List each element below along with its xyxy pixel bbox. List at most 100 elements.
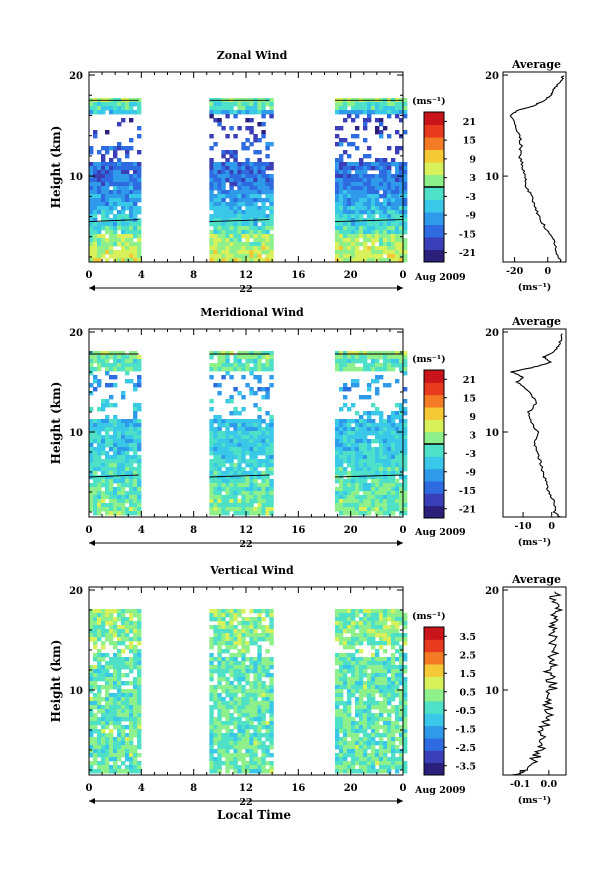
heatmap-cell: [117, 210, 122, 215]
heatmap-cell: [354, 721, 360, 726]
heatmap-cell: [358, 625, 364, 630]
heatmap-cell: [374, 206, 380, 211]
heatmap-cell: [113, 621, 118, 626]
heatmap-cell: [121, 419, 126, 424]
heatmap-cell: [382, 769, 388, 774]
heatmap-cell: [338, 693, 344, 698]
heatmap-cell: [109, 757, 114, 762]
heatmap-cell: [245, 471, 250, 476]
heatmap-cell: [366, 471, 372, 476]
heatmap-cell: [89, 238, 94, 243]
heatmap-cell: [213, 242, 218, 247]
heatmap-cell: [121, 194, 126, 199]
heatmap-cell: [257, 234, 262, 239]
heatmap-cell: [113, 495, 118, 500]
heatmap-cell: [93, 653, 98, 658]
heatmap-cell: [398, 178, 404, 183]
heatmap-cell: [221, 206, 226, 211]
heatmap-cell: [221, 709, 226, 714]
heatmap-cell: [101, 178, 106, 183]
heatmap-cell: [125, 507, 130, 512]
heatmap-cell: [125, 162, 130, 167]
heatmap-cell: [93, 214, 98, 219]
heatmap-cell: [89, 721, 94, 726]
heatmap-cell: [390, 645, 396, 650]
heatmap-cell: [241, 617, 246, 622]
heatmap-cell: [354, 234, 360, 239]
heatmap-cell: [257, 246, 262, 251]
heatmap-cell: [334, 431, 340, 436]
heatmap-cell: [374, 222, 380, 227]
heatmap-cell: [245, 222, 250, 227]
heatmap-cell: [101, 202, 106, 207]
heatmap-cell: [109, 427, 114, 432]
heatmap-cell: [89, 146, 94, 151]
heatmap-cell: [245, 511, 250, 516]
heatmap-cell: [350, 761, 356, 766]
heatmap-cell: [213, 383, 218, 388]
heatmap-cell: [125, 769, 130, 774]
heatmap-cell: [257, 419, 262, 424]
heatmap-cell: [382, 677, 388, 682]
heatmap-cell: [370, 645, 376, 650]
heatmap-cell: [350, 693, 356, 698]
x-tick-label: 0: [400, 270, 407, 281]
heatmap-cell: [105, 629, 110, 634]
heatmap-cell: [97, 435, 102, 440]
heatmap-cell: [225, 222, 230, 227]
heatmap-cell: [350, 503, 356, 508]
heatmap-cell: [402, 246, 408, 251]
heatmap-cell: [217, 222, 222, 227]
heatmap-cell: [213, 633, 218, 638]
heatmap-cell: [257, 693, 262, 698]
heatmap-cell: [101, 729, 106, 734]
heatmap-cell: [394, 250, 400, 255]
heatmap-cell: [394, 673, 400, 678]
heatmap-cell: [402, 242, 408, 247]
heatmap-cell: [382, 463, 388, 468]
heatmap-cell: [342, 753, 348, 758]
heatmap-cell: [334, 427, 340, 432]
heatmap-cell: [229, 226, 234, 231]
heatmap-cell: [221, 202, 226, 207]
heatmap-cell: [129, 661, 134, 666]
heatmap-cell: [257, 737, 262, 742]
heatmap-cell: [225, 114, 230, 119]
heatmap-cell: [221, 455, 226, 460]
heatmap-cell: [237, 713, 242, 718]
heatmap-cell: [253, 455, 258, 460]
heatmap-cell: [137, 733, 142, 738]
heatmap-cell: [113, 166, 118, 171]
avg-y-tick-label: 10: [485, 428, 499, 439]
colorbar-segment: [424, 456, 444, 470]
heatmap-cell: [117, 617, 122, 622]
heatmap-cell: [269, 725, 274, 730]
heatmap-cell: [109, 609, 114, 614]
heatmap-cell: [261, 633, 266, 638]
heatmap-cell: [257, 765, 262, 770]
heatmap-cell: [121, 463, 126, 468]
heatmap-cell: [378, 487, 384, 492]
heatmap-cell: [261, 503, 266, 508]
colorbar-tick-label: -21: [459, 504, 476, 515]
heatmap-cell: [225, 174, 230, 179]
heatmap-cell: [257, 673, 262, 678]
heatmap-cell: [109, 375, 114, 380]
heatmap-cell: [398, 415, 404, 420]
heatmap-cell: [121, 769, 126, 774]
heatmap-cell: [346, 178, 352, 183]
heatmap-cell: [241, 653, 246, 658]
heatmap-cell: [93, 507, 98, 512]
heatmap-cell: [221, 685, 226, 690]
heatmap-cell: [346, 625, 352, 630]
heatmap-cell: [261, 162, 266, 167]
heatmap-cell: [229, 617, 234, 622]
heatmap-cell: [245, 138, 250, 143]
heatmap-cell: [378, 186, 384, 191]
heatmap-cell: [109, 503, 114, 508]
heatmap-cell: [402, 218, 408, 223]
heatmap-cell: [374, 210, 380, 215]
heatmap-cell: [233, 689, 238, 694]
heatmap-cell: [269, 455, 274, 460]
heatmap-cell: [390, 641, 396, 646]
